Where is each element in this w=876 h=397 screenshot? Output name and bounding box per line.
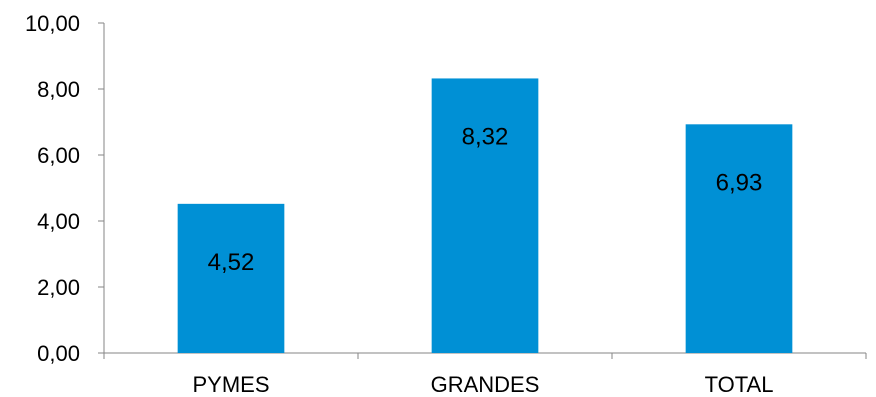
- bar-total: [685, 124, 793, 353]
- y-tick-label: 0,00: [37, 341, 80, 366]
- y-tick-label: 2,00: [37, 275, 80, 300]
- y-tick-label: 4,00: [37, 209, 80, 234]
- bars: [177, 78, 793, 353]
- category-label-total: TOTAL: [705, 372, 774, 397]
- y-tick-label: 6,00: [37, 143, 80, 168]
- y-tick-label: 10,00: [25, 11, 80, 36]
- bar-grandes: [431, 78, 539, 353]
- data-label-pymes: 4,52: [208, 249, 255, 276]
- data-label-total: 6,93: [716, 169, 763, 196]
- data-labels: 4,52 8,32 6,93: [208, 123, 763, 275]
- x-axis: PYMES GRANDES TOTAL: [103, 352, 867, 397]
- category-label-pymes: PYMES: [192, 372, 269, 397]
- category-label-grandes: GRANDES: [431, 372, 540, 397]
- y-tick-label: 8,00: [37, 77, 80, 102]
- data-label-grandes: 8,32: [462, 123, 509, 150]
- y-axis: 0,00 2,00 4,00 6,00 8,00 10,00: [25, 11, 105, 366]
- bar-pymes: [177, 203, 285, 353]
